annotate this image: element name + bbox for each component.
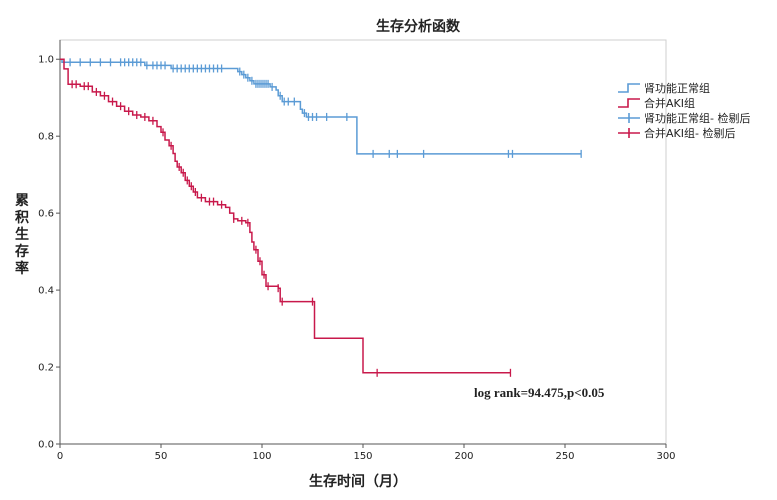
series-layer	[60, 58, 582, 377]
y-axis-ticks: 0.0 0.2 0.4 0.6 0.8 1.0	[38, 55, 60, 451]
log-rank-annotation: log rank=94.475,p<0.05	[474, 385, 605, 400]
legend-label: 合并AKI组	[644, 96, 695, 110]
chart-title: 生存分析函数	[376, 18, 461, 35]
legend-label: 合并AKI组- 检剔后	[644, 126, 735, 140]
x-tick-label: 50	[155, 451, 168, 462]
x-tick-label: 300	[656, 451, 675, 462]
y-tick-label: 1.0	[38, 55, 54, 66]
x-tick-label: 200	[454, 451, 473, 462]
legend-label: 肾功能正常组	[644, 81, 710, 95]
y-axis-title: 累积生存率	[15, 193, 29, 277]
x-tick-label: 250	[555, 451, 574, 462]
y-tick-label: 0.4	[38, 286, 54, 297]
y-tick-label: 0.8	[38, 132, 54, 143]
x-tick-label: 100	[252, 451, 271, 462]
plot-area: 0 50 100 150 200 250 300 0.0 0.2 0.4 0.6 0.8 1.0	[38, 39, 676, 462]
y-tick-label: 0.2	[38, 363, 54, 374]
y-tick-label: 0.0	[38, 440, 54, 451]
plot-frame	[59, 39, 667, 445]
x-axis-ticks: 0 50 100 150 200 250 300	[57, 444, 676, 462]
legend-item-4: 合并AKI组- 检剔后	[618, 126, 735, 140]
series-1-group	[60, 58, 582, 158]
legend-item-2: 合并AKI组	[618, 96, 695, 110]
x-tick-label: 150	[353, 451, 372, 462]
legend-step-symbol	[618, 83, 640, 93]
x-tick-label: 0	[57, 451, 63, 462]
y-tick-label: 0.6	[38, 209, 54, 220]
legend-item-3: 肾功能正常组- 检剔后	[618, 111, 750, 125]
legend-label: 肾功能正常组- 检剔后	[644, 111, 750, 125]
series-2-group	[60, 58, 512, 377]
series-1-survival-line	[60, 58, 582, 155]
legend-item-1: 肾功能正常组	[618, 81, 710, 95]
legend-step-symbol	[618, 98, 640, 108]
x-axis-title: 生存时间（月）	[309, 473, 407, 490]
series-2-survival-line	[60, 58, 511, 374]
